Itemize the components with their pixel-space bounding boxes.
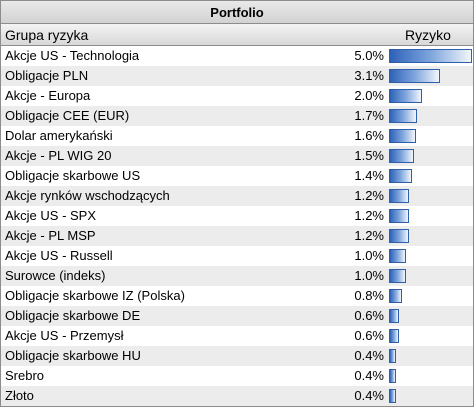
table-row[interactable]: Obligacje skarbowe IZ (Polska) 0.8% xyxy=(1,286,473,306)
risk-table-body: Akcje US - Technologia 5.0% Obligacje PLN 3… xyxy=(0,46,474,407)
risk-bar-cell xyxy=(387,246,473,266)
table-row[interactable]: Akcje US - Russell 1.0% xyxy=(1,246,473,266)
risk-value: 0.6% xyxy=(354,308,384,323)
risk-data-bar xyxy=(389,369,396,383)
risk-value: 1.2% xyxy=(354,228,384,243)
table-row[interactable]: Obligacje skarbowe US 1.4% xyxy=(1,166,473,186)
table-row[interactable]: Akcje rynków wschodzących 1.2% xyxy=(1,186,473,206)
risk-bar-cell xyxy=(387,306,473,326)
risk-group-name: Obligacje skarbowe HU xyxy=(5,348,141,363)
table-row[interactable]: Srebro 0.4% xyxy=(1,366,473,386)
risk-group-name: Surowce (indeks) xyxy=(5,268,106,283)
risk-data-bar xyxy=(389,169,412,183)
risk-value: 1.5% xyxy=(354,148,384,163)
risk-bar-cell xyxy=(387,386,473,406)
risk-data-bar xyxy=(389,69,440,83)
risk-bar-cell xyxy=(387,86,473,106)
risk-group-name: Akcje - PL MSP xyxy=(5,228,96,243)
risk-bar-cell xyxy=(387,346,473,366)
risk-bar-cell xyxy=(387,66,473,86)
risk-data-bar xyxy=(389,189,409,203)
risk-data-bar xyxy=(389,209,409,223)
table-row[interactable]: Akcje - PL WIG 20 1.5% xyxy=(1,146,473,166)
risk-bar-cell xyxy=(387,266,473,286)
table-row[interactable]: Akcje US - Przemysł 0.6% xyxy=(1,326,473,346)
table-row[interactable]: Obligacje skarbowe DE 0.6% xyxy=(1,306,473,326)
risk-group-name: Akcje US - Technologia xyxy=(5,48,140,63)
risk-value: 1.2% xyxy=(354,188,384,203)
risk-group-name: Złoto xyxy=(5,388,34,403)
risk-group-name: Akcje US - Przemysł xyxy=(5,328,124,343)
risk-group-name: Akcje - Europa xyxy=(5,88,91,103)
risk-value: 0.4% xyxy=(354,348,384,363)
risk-data-bar xyxy=(389,349,396,363)
risk-data-bar xyxy=(389,129,416,143)
risk-group-name: Obligacje PLN xyxy=(5,68,89,83)
risk-bar-cell xyxy=(387,326,473,346)
table-row[interactable]: Obligacje PLN 3.1% xyxy=(1,66,473,86)
risk-bar-cell xyxy=(387,146,473,166)
risk-value: 1.0% xyxy=(354,248,384,263)
column-header-risk: Ryzyko xyxy=(405,27,451,43)
risk-group-name: Akcje US - Russell xyxy=(5,248,113,263)
risk-value: 0.4% xyxy=(354,388,384,403)
table-row[interactable]: Akcje US - SPX 1.2% xyxy=(1,206,473,226)
risk-data-bar xyxy=(389,229,409,243)
table-row[interactable]: Złoto 0.4% xyxy=(1,386,473,406)
risk-value: 0.8% xyxy=(354,288,384,303)
column-header-risk-group: Grupa ryzyka xyxy=(5,27,89,43)
table-row[interactable]: Akcje - Europa 2.0% xyxy=(1,86,473,106)
risk-group-name: Obligacje skarbowe IZ (Polska) xyxy=(5,288,185,303)
table-row[interactable]: Akcje US - Technologia 5.0% xyxy=(1,46,473,66)
risk-value: 0.6% xyxy=(354,328,384,343)
risk-value: 3.1% xyxy=(354,68,384,83)
risk-value: 0.4% xyxy=(354,368,384,383)
risk-bar-cell xyxy=(387,106,473,126)
table-row[interactable]: Dolar amerykański 1.6% xyxy=(1,126,473,146)
risk-bar-cell xyxy=(387,286,473,306)
risk-data-bar xyxy=(389,249,406,263)
table-row[interactable]: Obligacje skarbowe HU 0.4% xyxy=(1,346,473,366)
risk-data-bar xyxy=(389,149,414,163)
table-row[interactable]: Akcje - PL MSP 1.2% xyxy=(1,226,473,246)
risk-group-name: Akcje - PL WIG 20 xyxy=(5,148,112,163)
risk-data-bar xyxy=(389,109,417,123)
risk-group-name: Akcje rynków wschodzących xyxy=(5,188,170,203)
risk-data-bar xyxy=(389,389,396,403)
risk-value: 1.2% xyxy=(354,208,384,223)
risk-value: 2.0% xyxy=(354,88,384,103)
risk-group-name: Obligacje skarbowe US xyxy=(5,168,141,183)
risk-bar-cell xyxy=(387,366,473,386)
risk-group-name: Akcje US - SPX xyxy=(5,208,97,223)
risk-value: 1.6% xyxy=(354,128,384,143)
risk-bar-cell xyxy=(387,126,473,146)
risk-data-bar xyxy=(389,49,472,63)
risk-data-bar xyxy=(389,329,399,343)
risk-data-bar xyxy=(389,89,422,103)
risk-value: 1.4% xyxy=(354,168,384,183)
risk-group-name: Dolar amerykański xyxy=(5,128,113,143)
risk-bar-cell xyxy=(387,186,473,206)
risk-data-bar xyxy=(389,269,406,283)
risk-value: 1.0% xyxy=(354,268,384,283)
risk-value: 1.7% xyxy=(354,108,384,123)
table-row[interactable]: Surowce (indeks) 1.0% xyxy=(1,266,473,286)
risk-data-bar xyxy=(389,289,402,303)
risk-group-name: Obligacje CEE (EUR) xyxy=(5,108,130,123)
sheet-title: Portfolio xyxy=(0,0,474,24)
risk-bar-cell xyxy=(387,206,473,226)
table-row[interactable]: Obligacje CEE (EUR) 1.7% xyxy=(1,106,473,126)
column-header-row: Grupa ryzyka Ryzyko xyxy=(0,24,474,46)
risk-value: 5.0% xyxy=(354,48,384,63)
risk-group-name: Srebro xyxy=(5,368,45,383)
risk-bar-cell xyxy=(387,226,473,246)
risk-bar-cell xyxy=(387,166,473,186)
risk-group-name: Obligacje skarbowe DE xyxy=(5,308,141,323)
risk-bar-cell xyxy=(387,46,473,66)
risk-data-bar xyxy=(389,309,399,323)
